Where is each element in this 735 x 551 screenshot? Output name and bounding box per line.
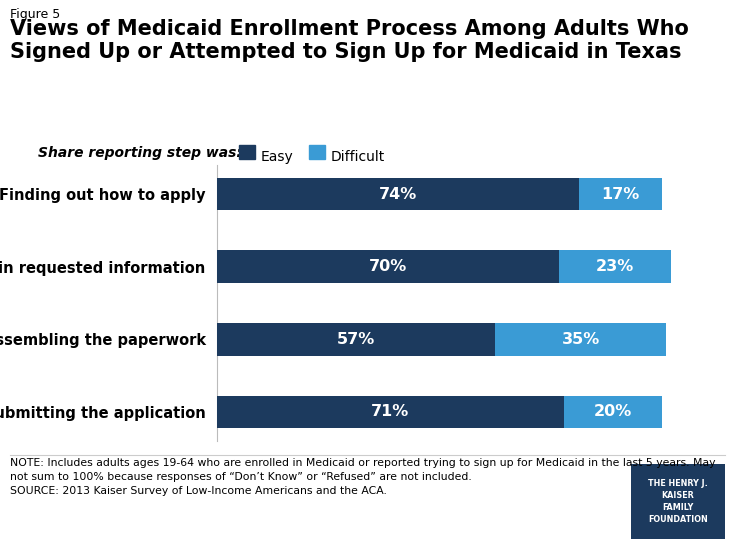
Text: Figure 5: Figure 5 — [10, 8, 60, 21]
Text: NOTE: Includes adults ages 19-64 who are enrolled in Medicaid or reported trying: NOTE: Includes adults ages 19-64 who are… — [10, 458, 715, 496]
Text: 17%: 17% — [601, 187, 639, 202]
Bar — [217, 178, 578, 210]
Bar — [564, 396, 662, 428]
Text: 23%: 23% — [596, 260, 634, 274]
Text: 74%: 74% — [379, 187, 417, 202]
Text: 70%: 70% — [369, 260, 407, 274]
Text: 71%: 71% — [371, 404, 409, 419]
Text: Difficult: Difficult — [331, 150, 385, 164]
Bar — [559, 250, 671, 283]
Text: THE HENRY J.
KAISER
FAMILY
FOUNDATION: THE HENRY J. KAISER FAMILY FOUNDATION — [648, 479, 708, 524]
Bar — [495, 323, 667, 356]
Bar — [217, 250, 559, 283]
Text: 57%: 57% — [337, 332, 376, 347]
Bar — [578, 178, 662, 210]
Bar — [217, 396, 564, 428]
Text: Share reporting step was:: Share reporting step was: — [38, 146, 242, 160]
Text: Views of Medicaid Enrollment Process Among Adults Who
Signed Up or Attempted to : Views of Medicaid Enrollment Process Amo… — [10, 19, 689, 62]
Text: 20%: 20% — [594, 404, 632, 419]
Bar — [217, 323, 495, 356]
Text: 35%: 35% — [562, 332, 600, 347]
Text: Easy: Easy — [261, 150, 294, 164]
